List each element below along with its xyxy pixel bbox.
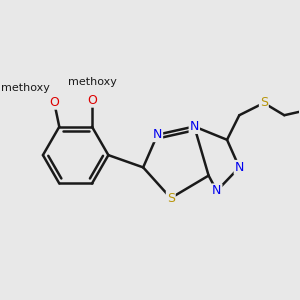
Text: N: N xyxy=(190,120,199,133)
Text: S: S xyxy=(260,97,268,110)
Text: N: N xyxy=(235,161,244,174)
Text: S: S xyxy=(167,192,175,205)
Text: N: N xyxy=(212,184,221,197)
Text: methoxy: methoxy xyxy=(68,77,116,87)
Text: O: O xyxy=(49,96,59,109)
Text: N: N xyxy=(153,128,162,141)
Text: O: O xyxy=(87,94,97,107)
Text: methoxy: methoxy xyxy=(1,83,50,93)
